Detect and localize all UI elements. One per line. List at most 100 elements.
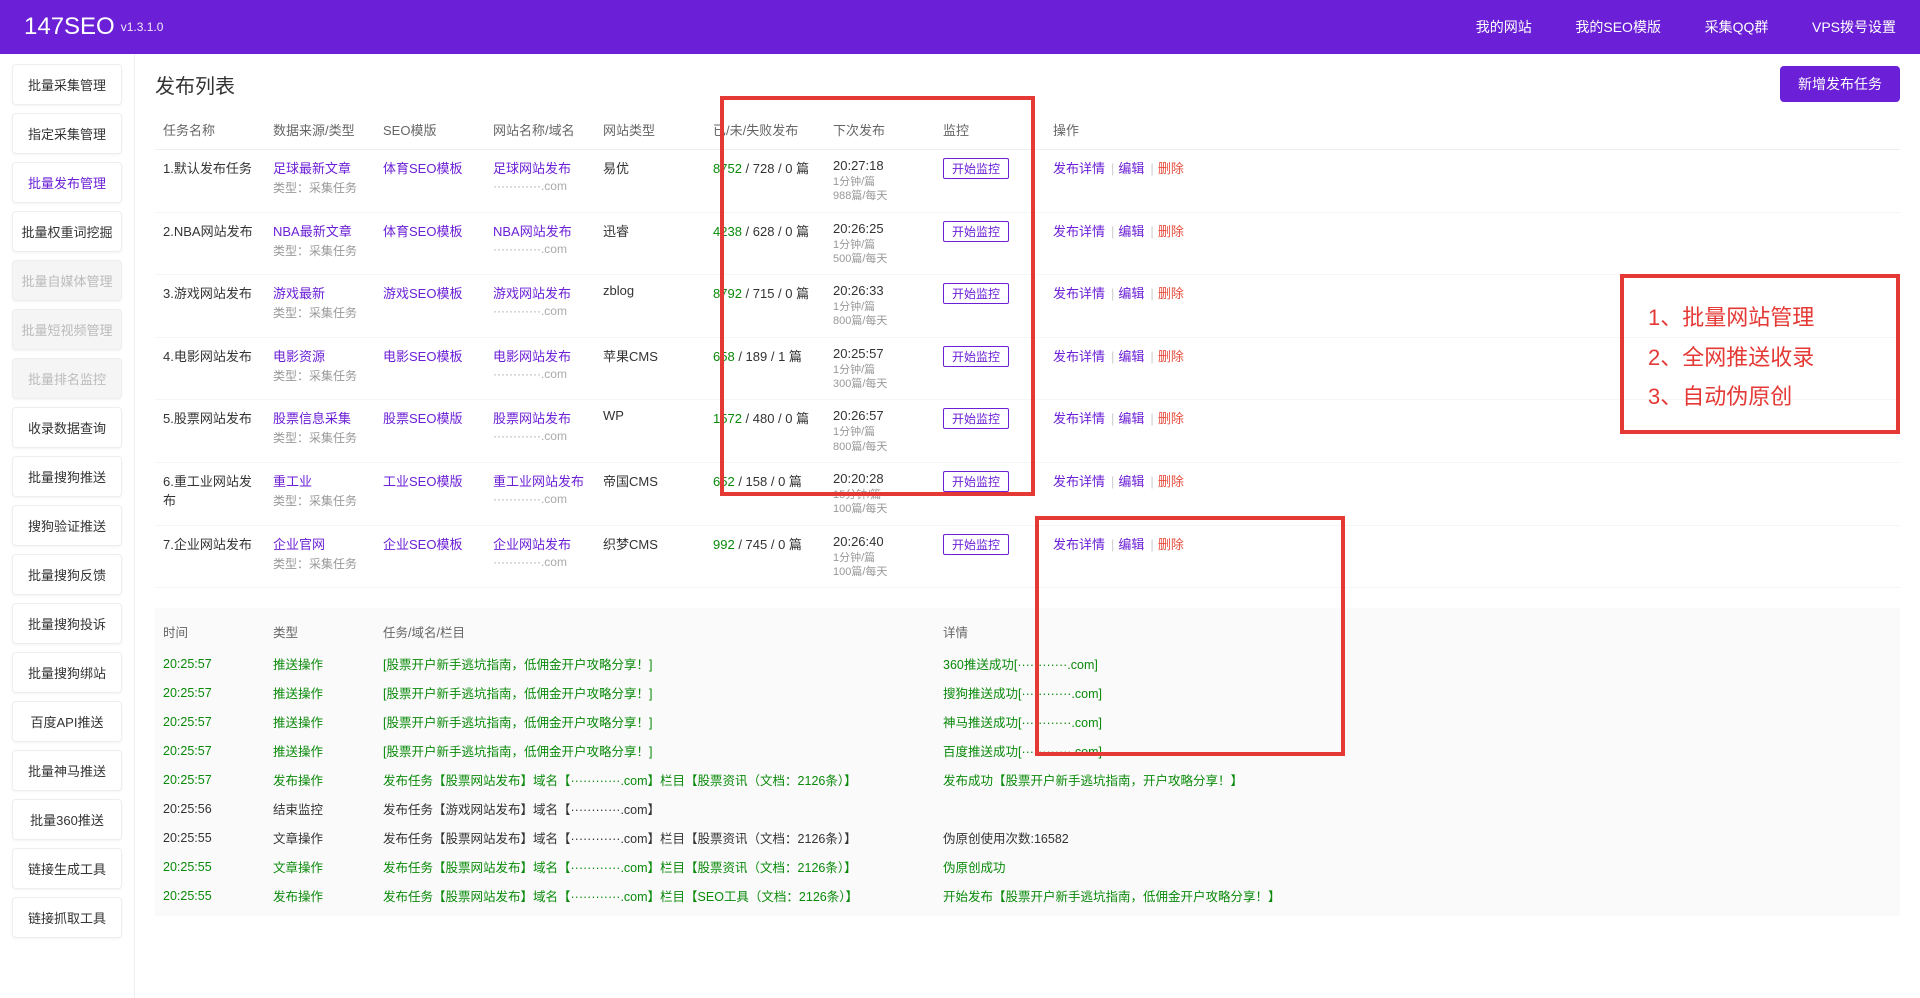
edit-link[interactable]: 编辑 — [1118, 537, 1144, 552]
source-link[interactable]: 游戏最新 — [273, 286, 325, 301]
publish-detail-link[interactable]: 发布详情 — [1053, 286, 1105, 301]
domain-label: ············.com — [493, 304, 587, 318]
template-link[interactable]: 工业SEO模版 — [383, 474, 462, 489]
log-type: 文章操作 — [265, 823, 375, 852]
log-detail: 伪原创成功 — [935, 852, 1900, 881]
log-detail: 360推送成功[············.com] — [935, 649, 1900, 678]
sidebar-item-0[interactable]: 批量采集管理 — [12, 64, 122, 105]
publish-detail-link[interactable]: 发布详情 — [1053, 349, 1105, 364]
site-link[interactable]: 股票网站发布 — [493, 411, 571, 426]
delete-link[interactable]: 删除 — [1158, 474, 1184, 489]
sidebar-item-14[interactable]: 批量神马推送 — [12, 750, 122, 791]
sidebar-item-16[interactable]: 链接生成工具 — [12, 848, 122, 889]
log-type: 发布操作 — [265, 765, 375, 794]
start-monitor-button[interactable]: 开始监控 — [943, 221, 1009, 242]
feature-callout: 1、批量网站管理 2、全网推送收录 3、自动伪原创 — [1620, 274, 1900, 434]
publish-counts: 652 / 158 / 0 篇 — [705, 462, 825, 525]
table-row: 6.重工业网站发布重工业类型：采集任务工业SEO模版重工业网站发布·······… — [155, 462, 1900, 525]
publish-detail-link[interactable]: 发布详情 — [1053, 411, 1105, 426]
sidebar-item-7[interactable]: 收录数据查询 — [12, 407, 122, 448]
template-link[interactable]: 股票SEO模版 — [383, 411, 462, 426]
delete-link[interactable]: 删除 — [1158, 224, 1184, 239]
sidebar-item-2[interactable]: 批量发布管理 — [12, 162, 122, 203]
start-monitor-button[interactable]: 开始监控 — [943, 346, 1009, 367]
nav-seo-templates[interactable]: 我的SEO模版 — [1575, 19, 1661, 35]
edit-link[interactable]: 编辑 — [1118, 161, 1144, 176]
log-task: [股票开户新手逃坑指南，低佣金开户攻略分享！] — [375, 736, 935, 765]
edit-link[interactable]: 编辑 — [1118, 286, 1144, 301]
log-task: [股票开户新手逃坑指南，低佣金开户攻略分享！] — [375, 707, 935, 736]
publish-detail-link[interactable]: 发布详情 — [1053, 537, 1105, 552]
start-monitor-button[interactable]: 开始监控 — [943, 158, 1009, 179]
publish-detail-link[interactable]: 发布详情 — [1053, 224, 1105, 239]
source-link[interactable]: NBA最新文章 — [273, 224, 352, 239]
delete-link[interactable]: 删除 — [1158, 161, 1184, 176]
next-rate: 1分钟/篇988篇/每天 — [833, 175, 927, 204]
sidebar-item-10[interactable]: 批量搜狗反馈 — [12, 554, 122, 595]
start-monitor-button[interactable]: 开始监控 — [943, 283, 1009, 304]
template-link[interactable]: 游戏SEO模板 — [383, 286, 462, 301]
log-detail: 百度推送成功[············.com] — [935, 736, 1900, 765]
log-row: 20:25:55发布操作发布任务【股票网站发布】域名【············.… — [155, 881, 1900, 910]
sidebar-item-1[interactable]: 指定采集管理 — [12, 113, 122, 154]
template-link[interactable]: 体育SEO模板 — [383, 224, 462, 239]
task-name: 2.NBA网站发布 — [155, 212, 265, 275]
source-link[interactable]: 电影资源 — [273, 349, 325, 364]
log-detail: 神马推送成功[············.com] — [935, 707, 1900, 736]
source-link[interactable]: 重工业 — [273, 474, 312, 489]
source-link[interactable]: 企业官网 — [273, 537, 325, 552]
task-name: 6.重工业网站发布 — [155, 462, 265, 525]
sidebar-item-17[interactable]: 链接抓取工具 — [12, 897, 122, 938]
table-row: 1.默认发布任务足球最新文章类型：采集任务体育SEO模板足球网站发布······… — [155, 150, 1900, 213]
start-monitor-button[interactable]: 开始监控 — [943, 408, 1009, 429]
site-link[interactable]: 重工业网站发布 — [493, 474, 584, 489]
sidebar-item-9[interactable]: 搜狗验证推送 — [12, 505, 122, 546]
start-monitor-button[interactable]: 开始监控 — [943, 534, 1009, 555]
edit-link[interactable]: 编辑 — [1118, 474, 1144, 489]
sidebar-item-13[interactable]: 百度API推送 — [12, 701, 122, 742]
publish-detail-link[interactable]: 发布详情 — [1053, 474, 1105, 489]
publish-detail-link[interactable]: 发布详情 — [1053, 161, 1105, 176]
start-monitor-button[interactable]: 开始监控 — [943, 471, 1009, 492]
site-link[interactable]: 电影网站发布 — [493, 349, 571, 364]
edit-link[interactable]: 编辑 — [1118, 224, 1144, 239]
col-header: 已/未/失败发布 — [705, 110, 825, 150]
nav-my-sites[interactable]: 我的网站 — [1476, 19, 1532, 35]
log-time: 20:25:57 — [155, 707, 265, 736]
site-link[interactable]: NBA网站发布 — [493, 224, 572, 239]
nav-vps-dial[interactable]: VPS拨号设置 — [1812, 19, 1896, 35]
log-task: 发布任务【股票网站发布】域名【············.com】栏目【股票资讯（… — [375, 823, 935, 852]
site-link[interactable]: 足球网站发布 — [493, 161, 571, 176]
site-link[interactable]: 游戏网站发布 — [493, 286, 571, 301]
log-task: 发布任务【股票网站发布】域名【············.com】栏目【SEO工具… — [375, 881, 935, 910]
sidebar-item-15[interactable]: 批量360推送 — [12, 799, 122, 840]
publish-counts: 658 / 189 / 1 篇 — [705, 337, 825, 400]
publish-counts: 992 / 745 / 0 篇 — [705, 525, 825, 588]
nav-qq-group[interactable]: 采集QQ群 — [1705, 19, 1769, 35]
delete-link[interactable]: 删除 — [1158, 537, 1184, 552]
delete-link[interactable]: 删除 — [1158, 411, 1184, 426]
brand-name: 147SEO — [24, 13, 115, 41]
sidebar-item-8[interactable]: 批量搜狗推送 — [12, 456, 122, 497]
site-type: 帝国CMS — [595, 462, 705, 525]
sidebar-item-11[interactable]: 批量搜狗投诉 — [12, 603, 122, 644]
source-link[interactable]: 足球最新文章 — [273, 161, 351, 176]
log-task: [股票开户新手逃坑指南，低佣金开户攻略分享！] — [375, 678, 935, 707]
source-link[interactable]: 股票信息采集 — [273, 411, 351, 426]
delete-link[interactable]: 删除 — [1158, 349, 1184, 364]
sidebar-item-3[interactable]: 批量权重词挖掘 — [12, 211, 122, 252]
sidebar-item-12[interactable]: 批量搜狗绑站 — [12, 652, 122, 693]
edit-link[interactable]: 编辑 — [1118, 349, 1144, 364]
task-name: 3.游戏网站发布 — [155, 275, 265, 338]
site-type: 易优 — [595, 150, 705, 213]
template-link[interactable]: 电影SEO模板 — [383, 349, 462, 364]
delete-link[interactable]: 删除 — [1158, 286, 1184, 301]
log-row: 20:25:55文章操作发布任务【股票网站发布】域名【············.… — [155, 823, 1900, 852]
log-time: 20:25:55 — [155, 823, 265, 852]
site-link[interactable]: 企业网站发布 — [493, 537, 571, 552]
new-publish-task-button[interactable]: 新增发布任务 — [1780, 66, 1900, 102]
edit-link[interactable]: 编辑 — [1118, 411, 1144, 426]
domain-label: ············.com — [493, 179, 587, 193]
template-link[interactable]: 企业SEO模板 — [383, 537, 462, 552]
template-link[interactable]: 体育SEO模板 — [383, 161, 462, 176]
